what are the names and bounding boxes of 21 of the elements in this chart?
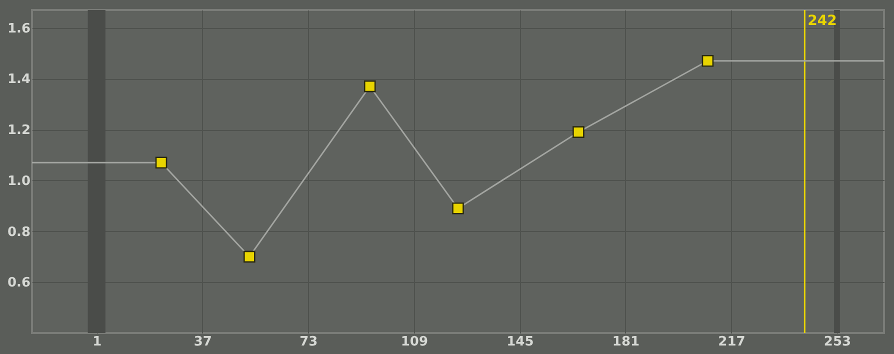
y-tick-label: 1.2 <box>7 123 30 138</box>
y-tick-label: 1.0 <box>7 174 30 189</box>
y-tick-label: 1.4 <box>7 72 30 88</box>
point <box>364 80 376 92</box>
x-tick-label: 217 <box>718 334 746 350</box>
x-tick-label: 73 <box>300 334 318 350</box>
y-tick-label: 0.6 <box>7 276 30 291</box>
point <box>572 126 584 138</box>
ref-line-label: 242 <box>808 13 837 29</box>
x-tick-label: 253 <box>824 334 852 350</box>
point <box>702 54 714 67</box>
point <box>155 156 168 168</box>
x-tick-label: 181 <box>612 334 640 350</box>
x-tick-label: 145 <box>506 334 534 350</box>
y-tick-label: 0.8 <box>7 224 30 240</box>
y-tick-label: 1.6 <box>7 21 30 36</box>
x-tick-label: 109 <box>400 334 428 350</box>
x-tick-label: 37 <box>194 334 212 350</box>
point <box>452 202 464 214</box>
x-tick-label: 1 <box>92 334 102 350</box>
point <box>244 250 256 263</box>
